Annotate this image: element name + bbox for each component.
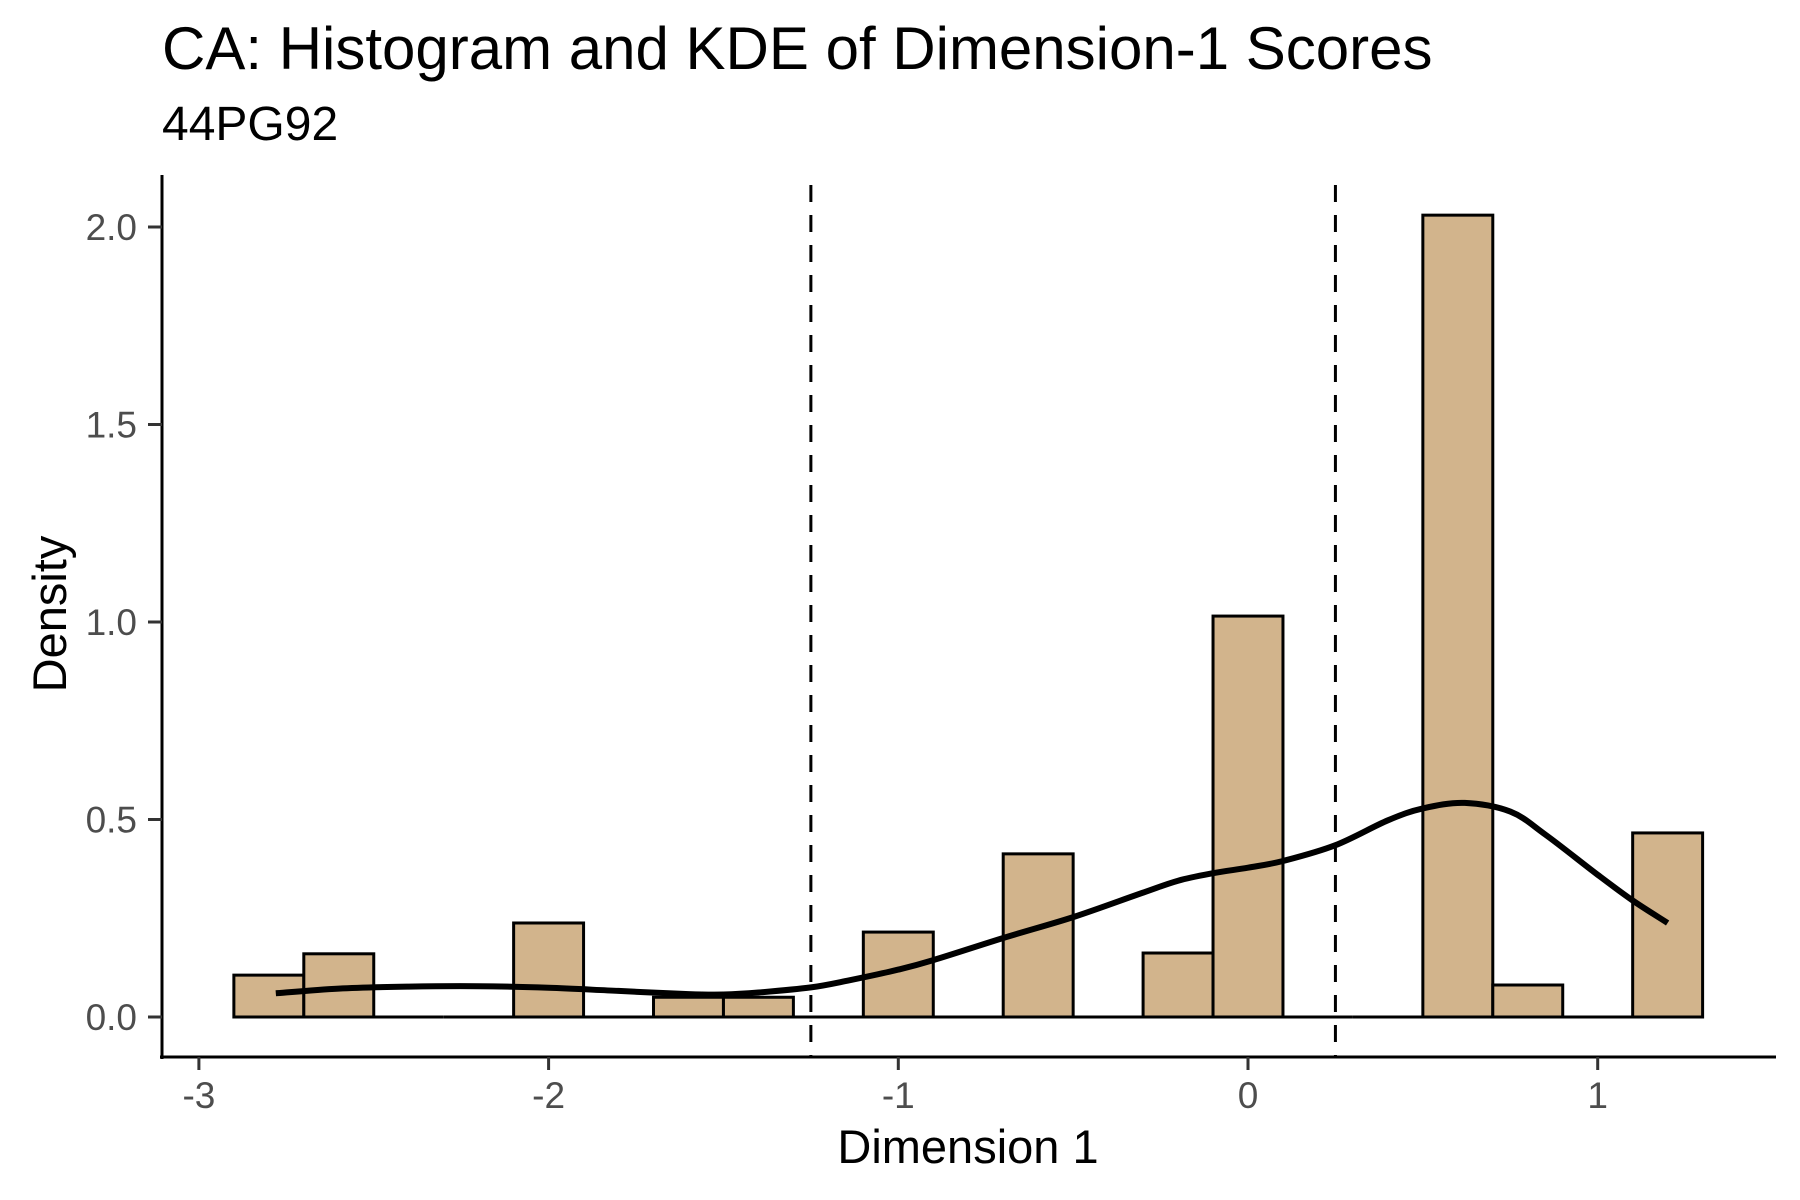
kde-curve	[275, 799, 1670, 998]
x-tick-label: -1	[882, 1075, 915, 1116]
reference-lines	[809, 185, 1337, 1057]
histogram-bar	[232, 973, 306, 1019]
histogram-bar	[1421, 213, 1495, 1019]
histogram-bar	[652, 995, 725, 1019]
y-tick-label: 0.5	[86, 800, 137, 841]
histogram-bar	[1141, 951, 1215, 1019]
histogram-bar	[1631, 831, 1705, 1019]
x-tick-label: 0	[1238, 1075, 1259, 1116]
x-tick-label: -2	[532, 1075, 565, 1116]
y-tick-label: 1.0	[86, 602, 137, 643]
y-tick-label: 0.0	[86, 997, 137, 1038]
x-tick-label: -3	[182, 1075, 215, 1116]
histogram-bar	[1491, 983, 1565, 1019]
histogram-bar	[512, 921, 586, 1019]
chart-subtitle: 44PG92	[162, 98, 338, 151]
histogram-bar	[721, 995, 795, 1019]
x-tick-label: 1	[1587, 1075, 1608, 1116]
y-tick-label: 1.5	[86, 405, 137, 446]
y-tick-label: 2.0	[86, 207, 137, 248]
histogram-bar	[1211, 614, 1285, 1019]
y-axis-title: Density	[23, 535, 76, 692]
histogram-bars	[232, 213, 1705, 1019]
x-axis-ticks: -3 -2 -1 0 1	[182, 1057, 1608, 1116]
x-axis-title: Dimension 1	[837, 1120, 1098, 1173]
chart-title: CA: Histogram and KDE of Dimension-1 Sco…	[162, 15, 1433, 82]
y-axis-ticks: 0.0 0.5 1.0 1.5 2.0	[86, 207, 162, 1038]
